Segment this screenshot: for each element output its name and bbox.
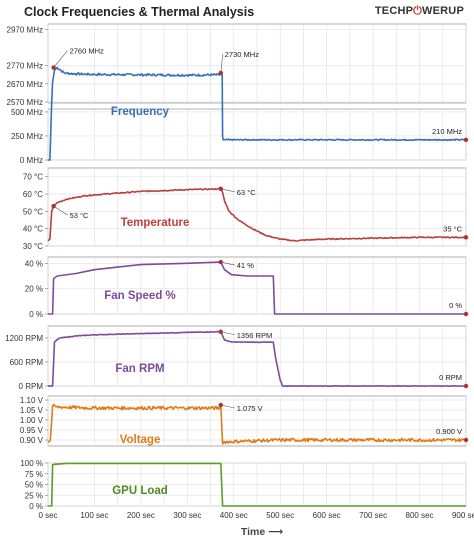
annotation-label: 0 RPM xyxy=(439,373,462,382)
series-line xyxy=(48,66,467,161)
y-tick-label: 40 % xyxy=(25,259,43,268)
x-tick-label: 700 sec xyxy=(359,511,387,520)
annotation-leader xyxy=(53,205,68,216)
panel-label: Fan Speed % xyxy=(104,290,176,302)
x-tick-label: 900 sec xyxy=(452,511,474,520)
y-tick-label: 50 °C xyxy=(23,207,43,216)
panel-label: GPU Load xyxy=(112,485,168,497)
y-tick-label: 2570 MHz xyxy=(7,98,43,107)
power-icon: ⏻ xyxy=(413,5,423,17)
annotation-marker xyxy=(463,437,469,443)
annotation-leader xyxy=(220,261,235,266)
annotation-marker xyxy=(463,383,469,389)
annotation-label: 2760 MHz xyxy=(70,47,104,56)
annotation-label: 0.900 V xyxy=(436,427,462,436)
y-tick-label: 50 % xyxy=(25,481,43,490)
y-tick-label: 20 % xyxy=(25,285,43,294)
panel-label: Temperature xyxy=(121,217,190,229)
panel-frequency: 2570 MHz 2670 MHz 2770 MHz 2970 MHz 0 MHz 250… xyxy=(7,23,469,165)
panel-fan-rpm: 0 RPM 600 RPM 1200 RPM Fan RPM 1356 RPM 0 RPM xyxy=(5,325,469,391)
annotation-label: 53 °C xyxy=(70,211,89,220)
y-tick-label: 0.95 V xyxy=(20,426,44,435)
x-tick-label: 800 sec xyxy=(406,511,434,520)
annotation-leader xyxy=(220,331,235,336)
y-tick-label: 250 MHz xyxy=(11,132,43,141)
annotation-leader xyxy=(220,53,224,74)
panel-gpu-load: 0 % 25 %50 % 75 % 100 % GPU Load xyxy=(20,459,467,511)
series-line xyxy=(47,330,467,387)
y-tick-label: 0.90 V xyxy=(20,436,44,445)
x-tick-label: 600 sec xyxy=(313,511,341,520)
annotation-label: 210 MHz xyxy=(432,127,462,136)
y-tick-label: 25 % xyxy=(25,491,43,500)
y-tick-label: 0 % xyxy=(29,502,43,511)
annotation-label: 1356 RPM xyxy=(237,331,272,340)
y-tick-label: 1.10 V xyxy=(20,396,44,405)
annotation-marker xyxy=(463,137,469,143)
chart-title: Clock Frequencies & Thermal Analysis xyxy=(24,5,255,19)
x-axis: 0 sec 100 sec 200 sec 300 sec 400 sec 500 sec… xyxy=(38,511,474,538)
x-tick-label: 500 sec xyxy=(266,511,294,520)
y-tick-label: 40 °C xyxy=(23,225,43,234)
panel-voltage: 0.90 V0.95 V1.00 V1.05 V1.10 V Voltage 1.0… xyxy=(20,395,469,447)
annotation-label: 35 °C xyxy=(443,224,462,233)
y-tick-label: 60 °C xyxy=(23,190,43,199)
y-tick-label: 2770 MHz xyxy=(7,62,43,71)
y-tick-label: 1.05 V xyxy=(20,406,44,415)
y-tick-label: 0 % xyxy=(29,310,43,319)
panel-label: Fan RPM xyxy=(115,363,164,375)
series-line xyxy=(47,187,467,242)
y-tick-label: 75 % xyxy=(25,470,43,479)
panel-temperature: 30 °C 40 °C 50 °C 60 °C 70 °C Temperature 53 °… xyxy=(23,167,469,251)
panel-fan-speed: 0 % 20 % 40 % Fan Speed % 41 % 0 % xyxy=(25,256,469,319)
x-axis-label: Time ⟶ xyxy=(241,526,283,538)
x-tick-label: 400 sec xyxy=(220,511,248,520)
annotation-marker xyxy=(463,235,469,240)
y-tick-label: 70 °C xyxy=(23,173,43,182)
annotation-label: 0 % xyxy=(449,301,462,310)
annotation-label: 63 °C xyxy=(237,188,256,197)
y-tick-label: 0 MHz xyxy=(20,156,43,165)
y-tick-label: 1200 RPM xyxy=(5,334,43,343)
y-tick-label: 600 RPM xyxy=(10,358,44,367)
x-tick-label: 200 sec xyxy=(127,511,155,520)
y-tick-label: 1.00 V xyxy=(20,416,44,425)
y-tick-label: 100 % xyxy=(20,459,43,468)
y-tick-label: 500 MHz xyxy=(11,108,43,117)
y-tick-label: 30 °C xyxy=(23,242,43,251)
x-tick-label: 300 sec xyxy=(173,511,201,520)
x-tick-label: 0 sec xyxy=(38,511,57,520)
y-tick-label: 0 RPM xyxy=(19,382,44,391)
series-line xyxy=(47,403,467,445)
axis-break xyxy=(46,103,468,109)
annotation-leader xyxy=(220,404,235,409)
annotation-label: 41 % xyxy=(237,261,254,270)
annotation-leader xyxy=(220,188,235,193)
annotation-label: 2730 MHz xyxy=(225,50,259,59)
techpowerup-logo: TECHP⏻WERUP xyxy=(374,5,464,17)
series-line xyxy=(48,261,466,315)
panel-label: Frequency xyxy=(111,106,170,118)
y-tick-label: 2670 MHz xyxy=(7,80,43,89)
panel-label: Voltage xyxy=(120,434,161,446)
annotation-marker xyxy=(218,259,223,265)
annotation-leader xyxy=(53,50,68,68)
series-line xyxy=(48,462,466,507)
x-tick-label: 100 sec xyxy=(80,511,108,520)
y-tick-label: 2970 MHz xyxy=(7,25,43,34)
annotation-label: 1.075 V xyxy=(237,404,263,413)
annotation-marker xyxy=(463,311,469,317)
